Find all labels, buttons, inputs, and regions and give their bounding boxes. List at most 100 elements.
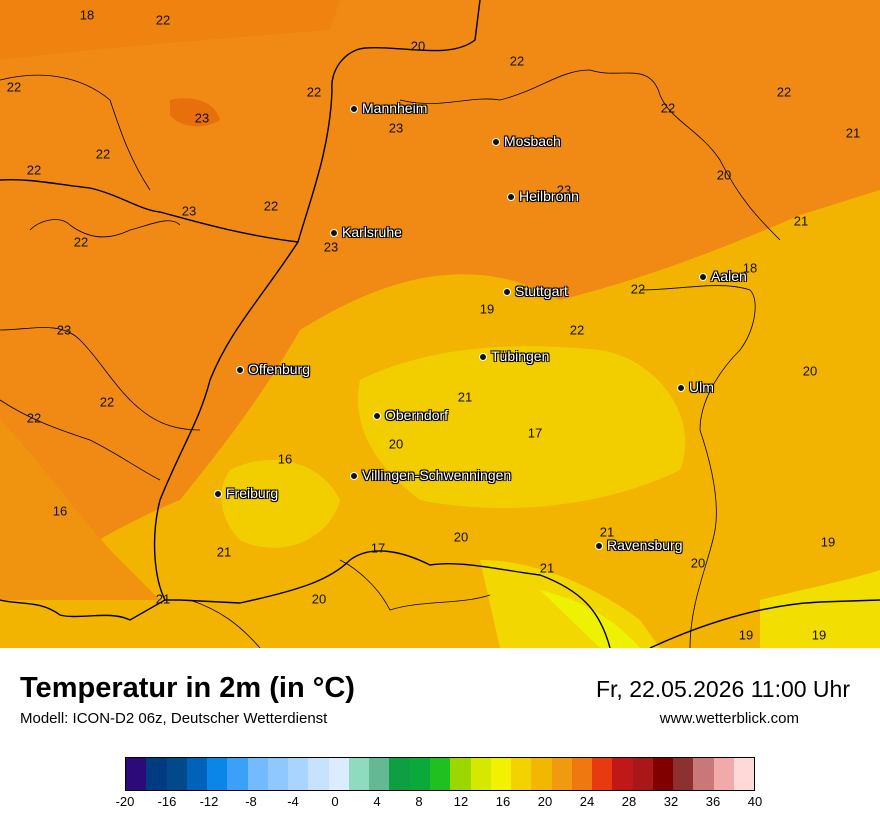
legend-swatch bbox=[348, 758, 370, 790]
temperature-label: 22 bbox=[95, 146, 111, 162]
temperature-label: 23 bbox=[323, 239, 339, 255]
forecast-datetime: Fr, 22.05.2026 11:00 Uhr bbox=[595, 676, 850, 702]
legend-tick-label: -8 bbox=[245, 794, 257, 809]
temperature-label: 21 bbox=[845, 125, 861, 141]
legend-swatch bbox=[166, 758, 187, 790]
legend-swatch bbox=[247, 758, 268, 790]
legend-swatch bbox=[369, 758, 390, 790]
city-label: Aalen bbox=[711, 268, 747, 284]
legend-tick-label: -12 bbox=[199, 794, 219, 809]
temperature-label: 20 bbox=[690, 555, 706, 571]
temperature-map: 18 22 20 22 22 22 22 22 23 23 21 22 22 20 23 22 23 21 22 23… bbox=[0, 0, 880, 648]
city-label: Karlsruhe bbox=[342, 224, 402, 240]
temperature-label: 17 bbox=[527, 425, 543, 441]
temperature-label: 22 bbox=[630, 281, 646, 297]
city-label: Oberndorf bbox=[385, 407, 449, 423]
temperature-label: 22 bbox=[776, 84, 792, 100]
temperature-label: 22 bbox=[73, 234, 89, 250]
city-label: Heilbronn bbox=[519, 188, 579, 204]
legend-swatch bbox=[693, 758, 714, 790]
legend-tick-label: 32 bbox=[663, 794, 679, 809]
legend-tick-label: 0 bbox=[331, 794, 339, 809]
temperature-label: 20 bbox=[311, 591, 327, 607]
temperature-label: 18 bbox=[742, 260, 758, 276]
legend-tick-label: 8 bbox=[415, 794, 423, 809]
temperature-label: 21 bbox=[599, 524, 615, 540]
temperature-label: 20 bbox=[802, 363, 818, 379]
temperature-label: 22 bbox=[280, 362, 296, 378]
temperature-label: 22 bbox=[509, 53, 525, 69]
temperature-label: 16 bbox=[52, 503, 68, 519]
temperature-label: 20 bbox=[410, 38, 426, 54]
city-dot-icon bbox=[236, 366, 244, 374]
legend-tick-label: 20 bbox=[537, 794, 553, 809]
temperature-label: 23 bbox=[556, 182, 572, 198]
legend-swatch bbox=[186, 758, 208, 790]
color-legend bbox=[125, 757, 755, 791]
city-label: Tübingen bbox=[491, 348, 550, 364]
legend-swatch bbox=[429, 758, 451, 790]
temperature-label: 20 bbox=[388, 436, 404, 452]
city-label: Ravensburg bbox=[607, 537, 683, 553]
legend-swatch bbox=[531, 758, 552, 790]
city-label: Villingen-Schwenningen bbox=[362, 467, 512, 483]
temperature-label: 17 bbox=[370, 540, 386, 556]
temperature-label: 22 bbox=[263, 198, 279, 214]
legend-swatch bbox=[267, 758, 289, 790]
city-label: Mannheim bbox=[362, 100, 428, 116]
legend-tick-label: -20 bbox=[115, 794, 135, 809]
legend-swatch bbox=[126, 758, 147, 790]
website-link[interactable]: www.wetterblick.com bbox=[659, 710, 799, 727]
legend-swatch bbox=[652, 758, 674, 790]
legend-tick-label: 16 bbox=[495, 794, 511, 809]
temperature-label: 21 bbox=[457, 389, 473, 405]
model-info: Modell: ICON-D2 06z, Deutscher Wetterdie… bbox=[20, 710, 328, 727]
temperature-label: 18 bbox=[79, 7, 95, 23]
city-label: Offenburg bbox=[248, 361, 311, 377]
city-dot-icon bbox=[214, 490, 222, 498]
city-dot-icon bbox=[503, 288, 511, 296]
legend-swatch bbox=[733, 758, 755, 790]
city-dot-icon bbox=[507, 193, 515, 201]
city-dot-icon bbox=[699, 273, 707, 281]
temperature-label: 19 bbox=[820, 534, 836, 550]
legend-swatch bbox=[227, 758, 248, 790]
temperature-label: 20 bbox=[716, 167, 732, 183]
legend-swatch bbox=[146, 758, 167, 790]
temperature-label: 20 bbox=[453, 529, 469, 545]
legend-swatch bbox=[308, 758, 329, 790]
temperature-label: 22 bbox=[660, 100, 676, 116]
temperature-label: 22 bbox=[26, 410, 42, 426]
legend-tick-label: -4 bbox=[287, 794, 299, 809]
temperature-label: 19 bbox=[811, 627, 827, 643]
temperature-label: 23 bbox=[194, 110, 210, 126]
legend-tick-label: 12 bbox=[453, 794, 469, 809]
city-dot-icon bbox=[677, 384, 685, 392]
legend-swatch bbox=[450, 758, 471, 790]
legend-tick-label: 24 bbox=[579, 794, 595, 809]
legend-swatch bbox=[470, 758, 491, 790]
legend-swatch bbox=[511, 758, 532, 790]
city-dot-icon bbox=[595, 542, 603, 550]
temperature-label: 23 bbox=[388, 120, 404, 136]
legend-swatch bbox=[551, 758, 572, 790]
legend-swatch bbox=[207, 758, 228, 790]
legend-swatch bbox=[389, 758, 410, 790]
legend-swatch bbox=[632, 758, 653, 790]
legend-swatch bbox=[713, 758, 734, 790]
temperature-label: 22 bbox=[306, 84, 322, 100]
legend-swatch bbox=[571, 758, 593, 790]
city-dot-icon bbox=[350, 472, 358, 480]
city-dot-icon bbox=[330, 229, 338, 237]
city-dot-icon bbox=[492, 138, 500, 146]
temperature-label: 19 bbox=[738, 627, 754, 643]
legend-swatch bbox=[328, 758, 349, 790]
legend-swatch bbox=[490, 758, 512, 790]
temperature-label: 21 bbox=[539, 560, 555, 576]
temperature-label: 22 bbox=[99, 394, 115, 410]
city-label: Ulm bbox=[689, 379, 714, 395]
temperature-label: 22 bbox=[569, 322, 585, 338]
legend-ticks: -20 -16 -12 -8 -4 0 4 8 12 16 20 24 28 32 36 40 bbox=[116, 794, 763, 814]
temperature-label: 23 bbox=[181, 203, 197, 219]
legend-tick-label: 28 bbox=[621, 794, 637, 809]
